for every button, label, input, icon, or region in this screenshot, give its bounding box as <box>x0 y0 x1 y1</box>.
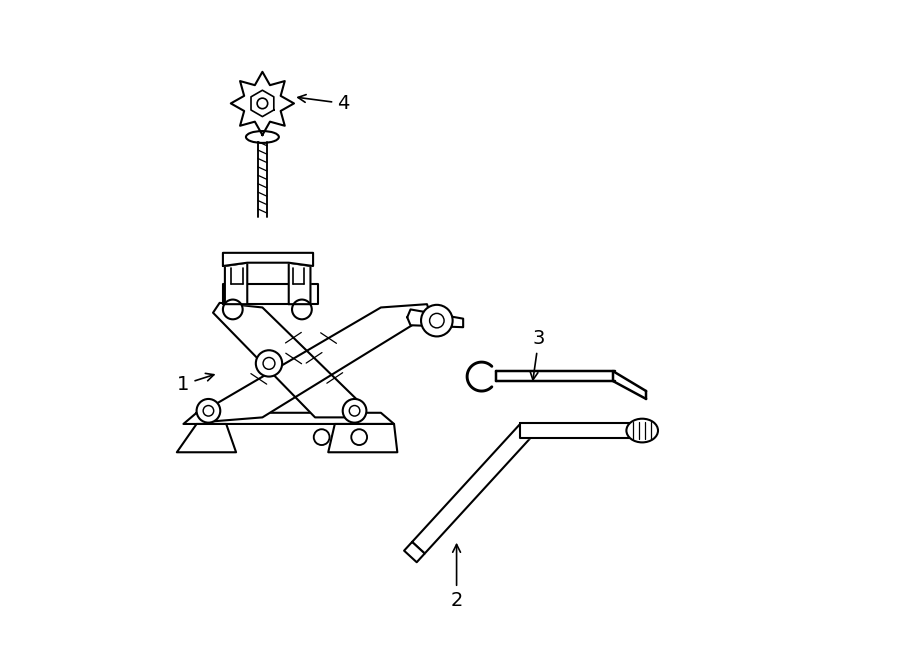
Text: 1: 1 <box>177 373 214 394</box>
Polygon shape <box>223 284 319 304</box>
Polygon shape <box>412 425 532 553</box>
Circle shape <box>351 429 367 445</box>
Polygon shape <box>328 424 397 452</box>
Polygon shape <box>196 304 430 421</box>
Polygon shape <box>289 262 310 304</box>
Ellipse shape <box>246 131 279 143</box>
Polygon shape <box>520 422 631 438</box>
Text: 4: 4 <box>298 94 349 113</box>
Polygon shape <box>184 412 394 424</box>
Polygon shape <box>407 309 464 327</box>
Polygon shape <box>223 253 313 266</box>
Polygon shape <box>213 303 365 417</box>
Circle shape <box>292 299 311 319</box>
Text: 2: 2 <box>450 545 463 610</box>
Text: 3: 3 <box>530 329 545 380</box>
Circle shape <box>421 305 453 336</box>
Circle shape <box>256 350 283 377</box>
Circle shape <box>223 299 243 319</box>
Ellipse shape <box>626 418 658 442</box>
Polygon shape <box>230 72 294 135</box>
Polygon shape <box>176 424 236 452</box>
Circle shape <box>196 399 220 422</box>
Polygon shape <box>404 542 425 563</box>
Polygon shape <box>225 262 248 304</box>
Circle shape <box>343 399 366 422</box>
Circle shape <box>314 429 329 445</box>
